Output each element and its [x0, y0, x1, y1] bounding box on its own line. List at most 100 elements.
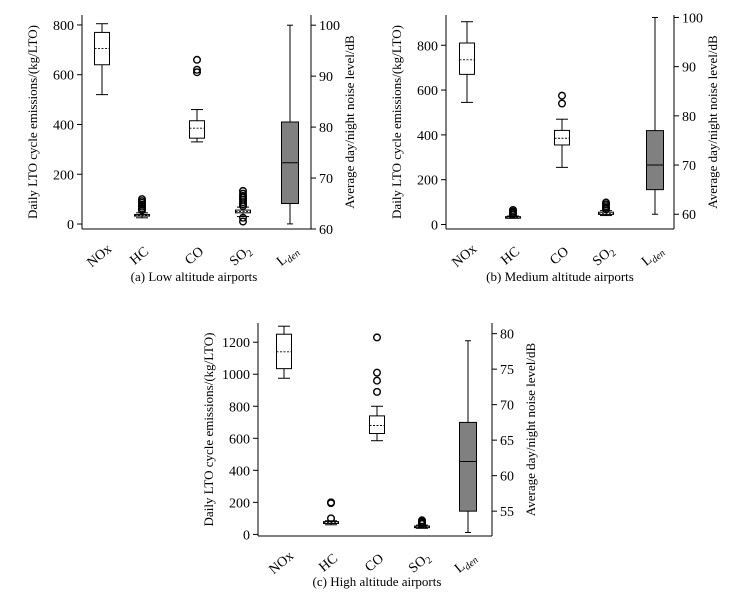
box-hc — [134, 195, 150, 219]
y-axis-label-left: Daily LTO cycle emissions/(kg/LTO) — [389, 25, 404, 219]
right-tick-label: 60 — [319, 223, 333, 238]
outlier-point — [137, 195, 146, 204]
category-label: NOx — [449, 242, 480, 271]
outlier-point — [238, 213, 247, 222]
panel-2: 0 200 400 600 800 60 70 80 90 100 Daily LTO cycle … — [389, 11, 720, 284]
left-tick-label: 800 — [417, 39, 438, 54]
outlier-point — [238, 186, 247, 195]
box-nox — [94, 23, 110, 96]
box-iqr — [554, 129, 570, 146]
right-tick-label: 80 — [682, 110, 696, 125]
outlier-point — [238, 189, 247, 198]
right-tick-label: 60 — [682, 208, 696, 223]
category-label: Lden — [452, 550, 481, 578]
box-iqr — [189, 120, 205, 139]
box-iqr — [459, 421, 477, 512]
category-label: SO2 — [227, 243, 255, 271]
box-iqr — [646, 130, 664, 191]
category-label: CO — [547, 244, 572, 268]
box-so2 — [598, 198, 614, 217]
left-tick-label: 400 — [229, 464, 250, 479]
right-tick-label: 90 — [682, 61, 696, 76]
box-lden — [459, 340, 477, 533]
outlier-point — [602, 198, 611, 207]
outlier-point — [558, 99, 567, 108]
left-tick-label: 400 — [53, 118, 74, 133]
box-co — [554, 91, 570, 168]
box-nox — [276, 325, 292, 379]
box-nox — [459, 21, 475, 103]
outlier-point — [238, 217, 247, 226]
panel-caption: (b) Medium altitude airports — [486, 269, 634, 284]
y-axis-label-left: Daily LTO cycle emissions/(kg/LTO) — [201, 333, 216, 527]
y-axis-label-right: Average day/night noise level/dB — [342, 35, 357, 209]
right-tick-label: 65 — [500, 434, 514, 449]
category-label: HC — [127, 244, 152, 268]
right-tick-label: 100 — [682, 11, 703, 26]
box-so2 — [414, 516, 430, 529]
left-tick-label: 200 — [229, 496, 250, 511]
outlier-point — [327, 514, 336, 523]
left-tick-label: 800 — [53, 19, 74, 34]
category-label: CO — [362, 551, 387, 575]
right-tick-label: 100 — [319, 19, 340, 34]
left-tick-label: 600 — [53, 69, 74, 84]
category-label: Lden — [639, 243, 668, 271]
panel-caption: (c) High altitude airports — [313, 574, 442, 589]
panel-3: 0 200 400 600 800 1000 1200 55 60 65 70 75 80 Daily L… — [201, 323, 538, 589]
left-tick-label: 0 — [67, 218, 74, 233]
right-tick-label: 75 — [500, 363, 514, 378]
left-tick-label: 600 — [417, 84, 438, 99]
box-co — [369, 333, 385, 442]
outlier-point — [373, 368, 382, 377]
panel-caption: (a) Low altitude airports — [131, 269, 258, 284]
left-tick-label: 200 — [53, 168, 74, 183]
outlier-point — [327, 498, 336, 507]
category-label: NOx — [84, 242, 115, 271]
left-tick-label: 0 — [431, 219, 438, 234]
outlier-point — [509, 205, 518, 214]
outlier-point — [558, 91, 567, 100]
right-tick-label: 70 — [500, 399, 514, 414]
box-lden — [646, 16, 664, 215]
outlier-point — [192, 65, 201, 74]
box-hc — [505, 205, 521, 219]
right-tick-label: 70 — [319, 172, 333, 187]
outlier-point — [418, 516, 427, 525]
box-iqr — [369, 415, 385, 435]
category-label: HC — [498, 244, 523, 268]
outlier-point — [192, 55, 201, 64]
y-axis-label-left: Daily LTO cycle emissions/(kg/LTO) — [25, 25, 40, 219]
outlier-point — [373, 333, 382, 342]
category-label: HC — [316, 551, 341, 575]
outlier-point — [373, 376, 382, 385]
box-co — [189, 55, 205, 143]
box-so2 — [235, 186, 251, 226]
right-tick-label: 70 — [682, 159, 696, 174]
left-tick-label: 1200 — [222, 336, 250, 351]
left-tick-label: 1000 — [222, 368, 250, 383]
right-tick-label: 80 — [319, 121, 333, 136]
y-axis-label-right: Average day/night noise level/dB — [705, 35, 720, 209]
y-axis-label-right: Average day/night noise level/dB — [523, 342, 538, 516]
left-tick-label: 400 — [417, 129, 438, 144]
category-label: Lden — [274, 243, 303, 271]
box-iqr — [459, 42, 475, 75]
left-tick-label: 600 — [229, 432, 250, 447]
outlier-point — [373, 387, 382, 396]
outlier-point — [192, 68, 201, 77]
right-tick-label: 80 — [500, 328, 514, 343]
category-label: NOx — [266, 549, 297, 578]
box-hc — [323, 498, 339, 526]
right-tick-label: 55 — [500, 505, 514, 520]
box-lden — [281, 24, 299, 225]
right-tick-label: 90 — [319, 70, 333, 85]
left-tick-label: 200 — [417, 174, 438, 189]
left-tick-label: 0 — [243, 528, 250, 543]
right-tick-label: 60 — [500, 470, 514, 485]
left-tick-label: 800 — [229, 400, 250, 415]
category-label: CO — [182, 244, 207, 268]
category-label: SO2 — [590, 243, 618, 271]
panel-1: 0 200 400 600 800 60 70 80 90 100 Daily LTO cycle … — [25, 15, 357, 284]
